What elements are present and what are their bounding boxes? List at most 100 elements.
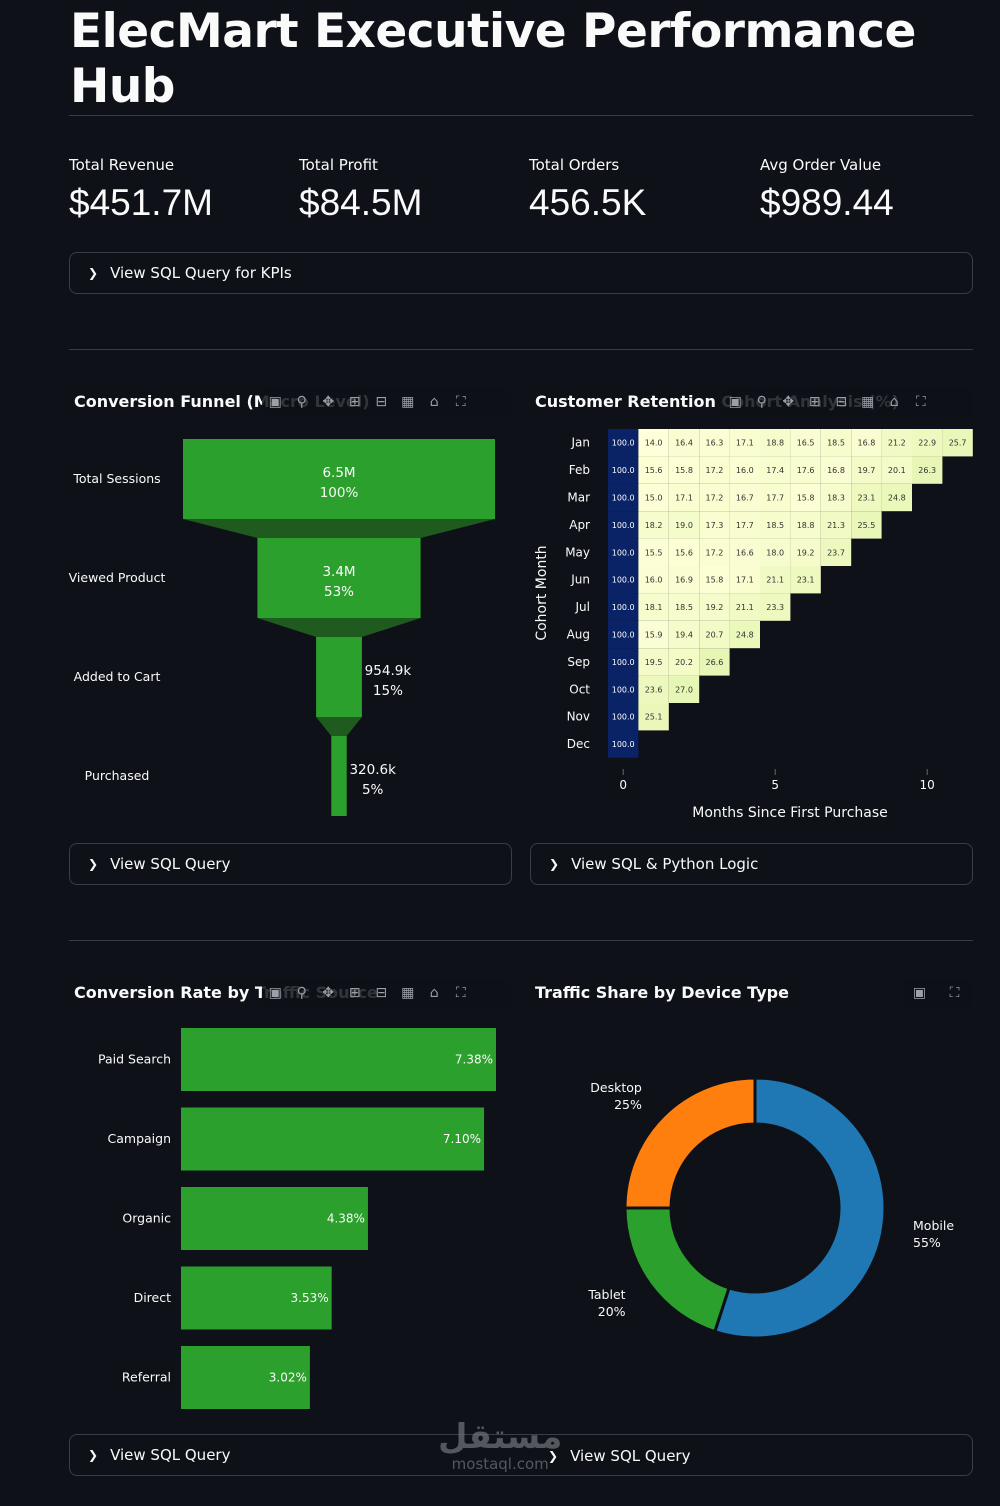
zoom-out-icon[interactable]: ⊟ [835, 394, 848, 410]
funnel-stage-label: Viewed Product [69, 570, 166, 585]
kpi-sql-expander[interactable]: ❯ View SQL Query for KPIs [69, 252, 973, 294]
cohort-cell-label: 100.0 [612, 631, 635, 640]
cohort-cell-label: 21.2 [888, 439, 906, 448]
funnel-connector [257, 618, 421, 637]
expander-label: View SQL & Python Logic [571, 855, 759, 873]
cohort-cell-label: 26.6 [705, 658, 723, 667]
cohort-cell [729, 429, 760, 457]
funnel-value-label: 6.5M [322, 465, 355, 481]
cohort-cell [851, 429, 882, 457]
zoom-icon[interactable]: ⚲ [296, 394, 307, 410]
zoom-in-icon[interactable]: ⊞ [808, 394, 821, 410]
chevron-right-icon: ❯ [88, 266, 99, 280]
cohort-cell-label: 100.0 [612, 603, 635, 612]
cohort-cell-label: 14.0 [645, 439, 663, 448]
cohort-cell-label: 100.0 [612, 439, 635, 448]
x-tick-label: 0 [619, 778, 627, 792]
cohort-cell [608, 730, 639, 758]
zoom-out-icon[interactable]: ⊟ [375, 985, 388, 1001]
cohort-cell-label: 17.4 [766, 466, 784, 475]
traffic-category-label: Campaign [108, 1131, 172, 1146]
cohort-cell [790, 429, 821, 457]
funnel-percent-label: 5% [362, 782, 384, 798]
cohort-cell-label: 23.1 [857, 494, 875, 503]
pan-icon[interactable]: ✥ [782, 394, 795, 410]
cohort-cell [699, 483, 730, 512]
traffic-value-label: 3.53% [291, 1291, 329, 1305]
cohort-cell-label: 21.1 [766, 576, 784, 585]
funnel-bar [331, 736, 347, 816]
x-tick-label: 5 [771, 778, 779, 792]
donut-slice [712, 1076, 887, 1340]
camera-icon[interactable]: ▣ [268, 394, 282, 410]
fullscreen-icon[interactable]: ⛶ [455, 985, 466, 1001]
home-icon[interactable]: ⌂ [889, 394, 899, 410]
autoscale-icon[interactable]: ▦ [401, 985, 415, 1001]
cohort-cell-label: 18.1 [645, 603, 663, 612]
donut-label: Desktop [590, 1080, 642, 1095]
chevron-right-icon: ❯ [88, 1448, 99, 1462]
cohort-cell [729, 566, 760, 594]
camera-icon[interactable]: ▣ [728, 394, 742, 410]
zoom-in-icon[interactable]: ⊞ [348, 985, 361, 1001]
cohort-cell [820, 429, 852, 457]
cohort-cell-label: 16.9 [675, 576, 693, 585]
home-icon[interactable]: ⌂ [429, 985, 439, 1001]
zoom-in-icon[interactable]: ⊞ [348, 394, 361, 410]
device-sql-expander[interactable]: ❯ View SQL Query [548, 1447, 690, 1465]
funnel-bar [183, 439, 495, 519]
funnel-sql-expander[interactable]: ❯ View SQL Query [69, 843, 512, 885]
cohort-cell [608, 483, 639, 512]
donut-label: Mobile [913, 1218, 954, 1233]
cohort-cell-label: 21.1 [736, 603, 754, 612]
fullscreen-icon[interactable]: ⛶ [949, 985, 960, 1001]
traffic-category-label: Direct [134, 1290, 172, 1305]
home-icon[interactable]: ⌂ [429, 394, 439, 410]
cohort-cell-label: 17.3 [705, 521, 723, 530]
kpi-label-aov: Avg Order Value [760, 156, 882, 174]
cohort-cell-label: 18.5 [827, 439, 845, 448]
cohort-cell-label: 18.0 [766, 548, 784, 557]
cohort-cell [638, 483, 669, 512]
autoscale-icon[interactable]: ▦ [861, 394, 875, 410]
camera-icon[interactable]: ▣ [912, 985, 927, 1001]
cohort-cell-label: 100.0 [612, 494, 635, 503]
expander-label: View SQL Query for KPIs [110, 264, 292, 282]
cohort-cell-label: 17.1 [736, 576, 754, 585]
cohort-cell-label: 16.3 [705, 439, 723, 448]
traffic-value-label: 7.38% [455, 1053, 493, 1067]
cohort-cell-label: 16.8 [827, 466, 845, 475]
traffic-bar [181, 1107, 485, 1171]
cohort-cell [790, 566, 821, 594]
camera-icon[interactable]: ▣ [268, 985, 282, 1001]
pan-icon[interactable]: ✥ [322, 394, 335, 410]
cohort-cell-label: 100.0 [612, 548, 635, 557]
fullscreen-icon[interactable]: ⛶ [455, 394, 466, 410]
cohort-cell-label: 19.0 [675, 521, 693, 530]
traffic-sql-expander[interactable]: ❯ View SQL Query [69, 1434, 973, 1476]
kpi-value-orders: 456.5K [529, 182, 647, 223]
cohort-cell-label: 16.4 [675, 439, 693, 448]
donut-slice [623, 1076, 757, 1210]
cohort-cell-label: 15.0 [645, 494, 663, 503]
cohort-cell [608, 620, 639, 649]
fullscreen-icon[interactable]: ⛶ [915, 394, 926, 410]
pan-icon[interactable]: ✥ [322, 985, 335, 1001]
cohort-sql-expander[interactable]: ❯ View SQL & Python Logic [530, 843, 973, 885]
cohort-cell-label: 17.6 [797, 466, 815, 475]
cohort-cell-label: 16.6 [736, 548, 754, 557]
zoom-icon[interactable]: ⚲ [756, 394, 767, 410]
traffic-category-label: Paid Search [98, 1052, 171, 1067]
funnel-stage-label: Purchased [85, 768, 150, 783]
kpi-label-profit: Total Profit [299, 156, 378, 174]
cohort-cell-label: 16.5 [797, 439, 815, 448]
cohort-cell [638, 593, 669, 621]
autoscale-icon[interactable]: ▦ [401, 394, 415, 410]
cohort-cell [851, 456, 882, 484]
cohort-cell-label: 15.9 [645, 631, 663, 640]
cohort-cell-label: 17.7 [736, 521, 754, 530]
zoom-icon[interactable]: ⚲ [296, 985, 307, 1001]
funnel-value-label: 3.4M [322, 564, 355, 580]
cohort-cell-label: 24.8 [888, 494, 906, 503]
zoom-out-icon[interactable]: ⊟ [375, 394, 388, 410]
